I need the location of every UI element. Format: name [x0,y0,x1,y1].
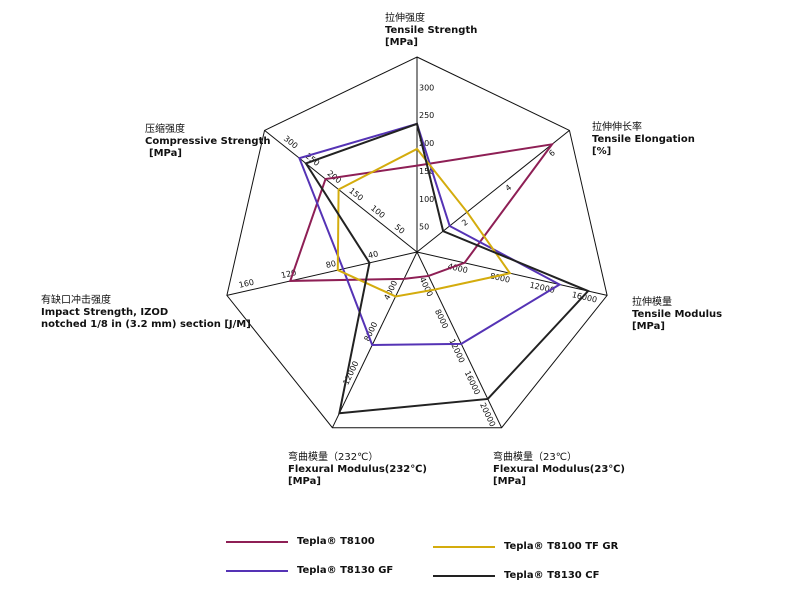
tick-label-axis2-0: 4000 [447,262,469,275]
radar-series [288,122,590,415]
legend-label-t8130-cf: Tepla® T8130 CF [504,570,600,581]
axis-spoke-6 [264,130,418,253]
axis-spoke-2 [416,251,608,296]
tick-label-axis0-1: 100 [419,195,434,204]
series-line-1 [298,122,562,347]
axis-label-compressive-strength: 压缩强度 Compressive Strength [MPa] [145,124,271,159]
legend-label-t8100: Tepla® T8100 [297,536,375,547]
tick-label-axis0-2: 150 [419,167,434,176]
legend-label-t8130-gf: Tepla® T8130 GF [297,565,394,576]
axis-label-flexural-modulus-23: 弯曲模量（23℃） Flexural Modulus(23℃) [MPa] [493,452,625,487]
tick-label-axis6-1: 100 [369,204,387,221]
tick-label-axis0-3: 200 [419,139,434,148]
tick-label-axis5-0: 40 [367,249,379,260]
axis-spoke-4 [331,251,418,428]
tick-label-axis6-2: 150 [347,186,365,203]
tick-label-axis1-1: 4 [504,183,514,193]
axis-label-impact-strength: 有缺口冲击强度 Impact Strength, IZOD notched 1/… [41,295,251,330]
tick-label-axis5-3: 160 [238,278,255,290]
tick-label-axis0-4: 250 [419,111,434,120]
tick-label-axis4-2: 12000 [341,360,360,387]
axis-label-tensile-strength: 拉伸强度 Tensile Strength [MPa] [385,13,478,48]
tick-label-axis3-3: 16000 [463,369,482,396]
series-line-3 [304,122,590,415]
tick-label-axis4-0: 4000 [382,279,399,301]
tick-label-axis3-4: 20000 [478,401,497,428]
tick-label-axis1-0: 2 [460,218,470,228]
radar-outline [226,56,608,429]
radar-grid [226,56,608,429]
tick-label-axis1-2: 6 [547,148,557,158]
legend-swatch-t8130-cf [433,575,495,577]
tick-label-axis5-1: 80 [325,259,337,270]
axis-label-flexural-modulus-232: 弯曲模量（232℃） Flexural Modulus(232℃) [MPa] [288,452,427,487]
legend-swatch-t8100-tf-gr [433,546,495,548]
legend-label-t8100-tf-gr: Tepla® T8100 TF GR [504,541,619,552]
axis-spoke-1 [416,130,570,253]
tick-label-axis3-0: 4000 [418,276,435,298]
axis-label-tensile-modulus: 拉伸模量 Tensile Modulus [MPa] [632,297,723,332]
legend-swatch-t8130-gf [226,570,288,572]
tick-label-axis0-5: 300 [419,83,434,92]
tick-label-axis3-1: 8000 [433,308,450,330]
series-line-2 [336,147,512,298]
legend-swatch-t8100 [226,541,288,543]
series-line-0 [288,142,555,282]
axis-spoke-5 [226,251,418,296]
tick-label-axis6-5: 300 [282,134,300,151]
tick-label-axis0-0: 50 [419,223,429,232]
axis-label-tensile-elongation: 拉伸伸长率 Tensile Elongation [%] [592,122,695,157]
